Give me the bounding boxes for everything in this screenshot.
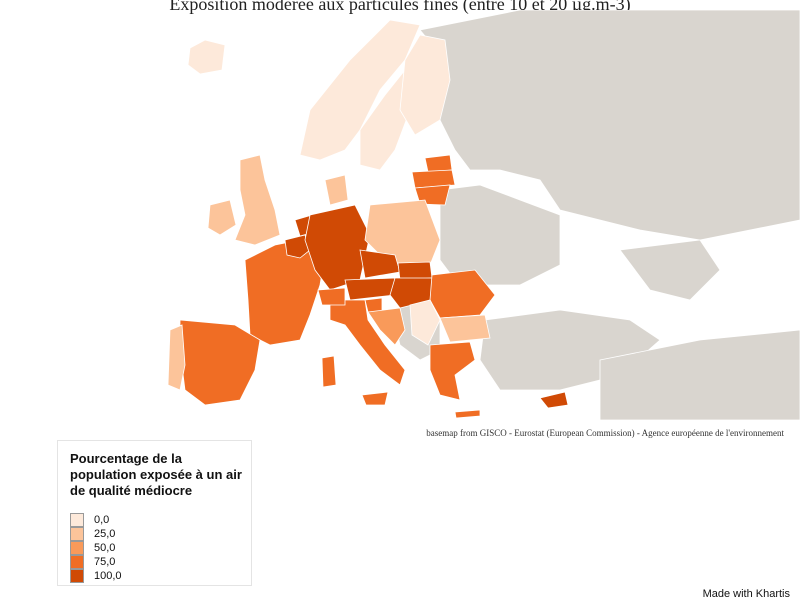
country-switzerland bbox=[317, 287, 346, 306]
country-sardinia bbox=[321, 355, 337, 388]
country-uk bbox=[234, 154, 281, 246]
choropleth-map bbox=[167, 10, 800, 421]
country-denmark bbox=[324, 174, 349, 206]
country-ireland bbox=[207, 199, 237, 236]
country-spain bbox=[179, 319, 261, 406]
legend-item: 25,0 bbox=[70, 527, 115, 541]
country-portugal bbox=[167, 324, 186, 391]
russia-north bbox=[419, 10, 800, 241]
nodata-landmass bbox=[187, 10, 800, 421]
eu-countries bbox=[167, 19, 569, 419]
legend-item: 75,0 bbox=[70, 555, 115, 569]
country-greece bbox=[429, 341, 476, 401]
legend-swatch bbox=[70, 569, 84, 583]
country-sicily bbox=[361, 391, 389, 406]
country-estonia bbox=[424, 154, 453, 173]
belarus-ukraine bbox=[439, 184, 561, 286]
legend-label: 25,0 bbox=[94, 528, 116, 540]
middle-east bbox=[599, 329, 800, 421]
legend-item: 100,0 bbox=[70, 569, 122, 583]
iceland bbox=[187, 39, 226, 75]
country-cyprus bbox=[539, 391, 569, 409]
country-finland bbox=[399, 34, 451, 136]
country-croatia bbox=[367, 307, 406, 346]
legend-item: 50,0 bbox=[70, 541, 115, 555]
legend-swatch bbox=[70, 513, 84, 527]
country-germany bbox=[304, 204, 371, 291]
legend-title: Pourcentage de la population exposée à u… bbox=[70, 451, 242, 498]
map-legend: Pourcentage de la population exposée à u… bbox=[57, 440, 252, 586]
legend-swatch bbox=[70, 555, 84, 569]
country-austria bbox=[344, 277, 396, 301]
legend-item: 0,0 bbox=[70, 513, 109, 527]
country-bulgaria bbox=[439, 314, 491, 343]
map-source: basemap from GISCO - Eurostat (European … bbox=[426, 428, 784, 438]
country-balkans-light bbox=[409, 299, 441, 346]
country-crete bbox=[454, 409, 481, 419]
caucasus bbox=[619, 239, 721, 301]
country-norway bbox=[299, 19, 421, 161]
legend-label: 50,0 bbox=[94, 542, 116, 554]
credit-text: Made with Khartis bbox=[702, 588, 790, 600]
legend-swatch bbox=[70, 527, 84, 541]
country-latvia bbox=[411, 169, 456, 189]
legend-label: 75,0 bbox=[94, 556, 116, 568]
legend-swatch bbox=[70, 541, 84, 555]
country-italy bbox=[329, 299, 406, 386]
legend-label: 100,0 bbox=[94, 570, 122, 582]
country-slovenia bbox=[364, 297, 383, 313]
map-title: Exposition modérée aux particules fines … bbox=[169, 0, 631, 14]
legend-label: 0,0 bbox=[94, 514, 110, 526]
country-slovakia bbox=[397, 261, 433, 281]
